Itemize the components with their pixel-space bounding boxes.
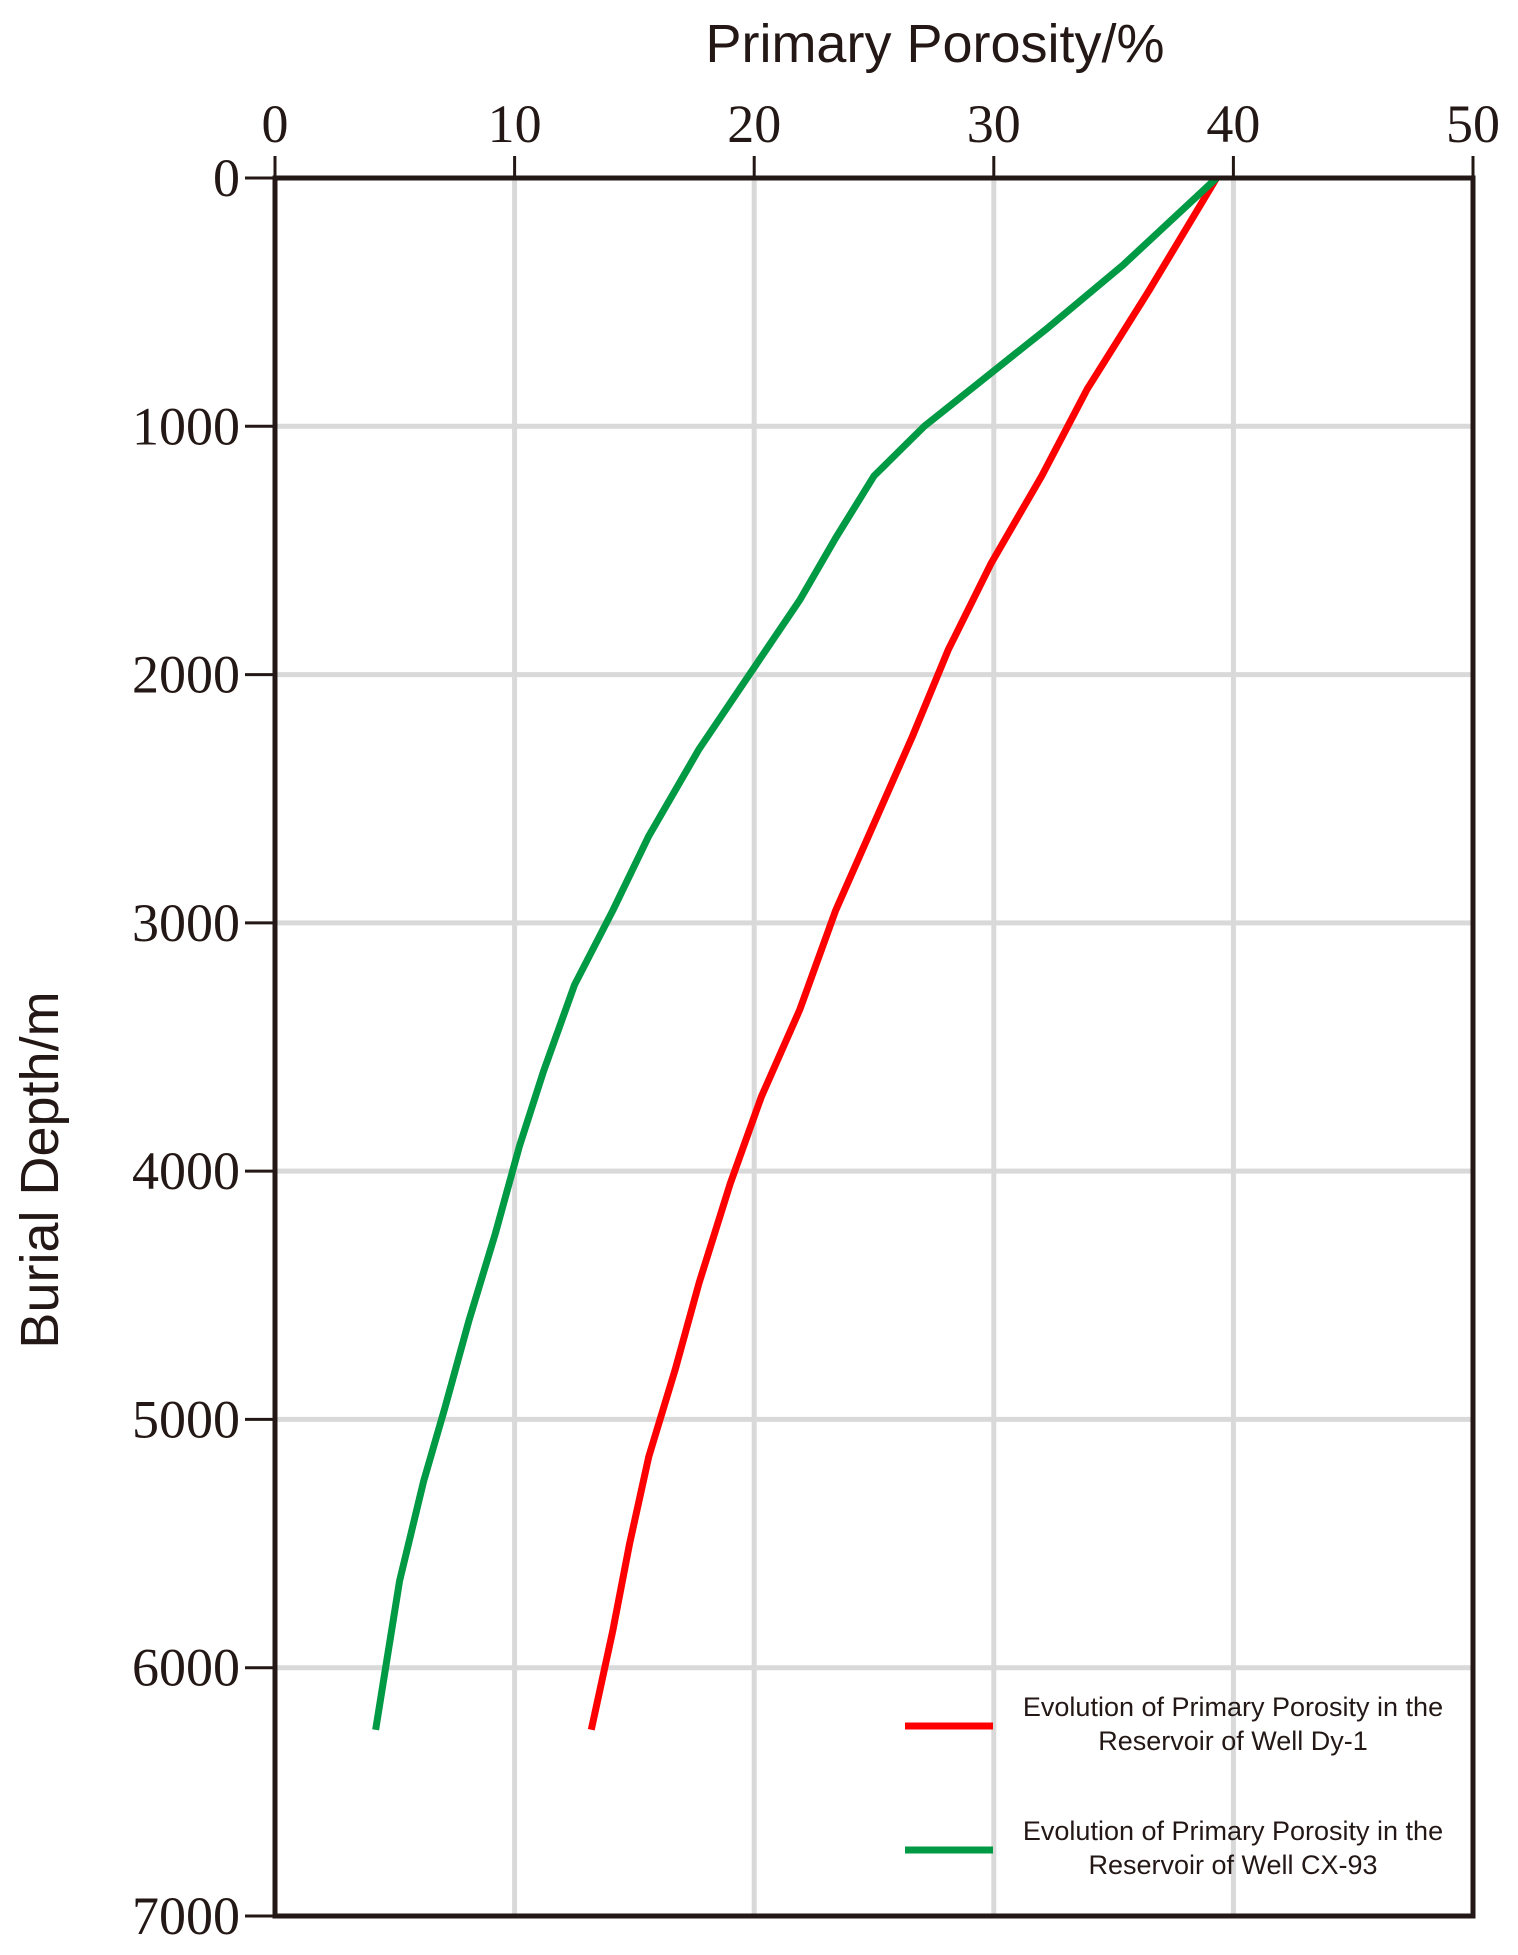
y-tick-label: 1000	[132, 396, 240, 456]
y-tick-label: 5000	[132, 1389, 240, 1449]
y-tick-label: 0	[213, 148, 240, 208]
y-tick-label: 4000	[132, 1141, 240, 1201]
x-tick-label: 0	[262, 94, 289, 154]
series-line	[372, 175, 1220, 1731]
y-tick-label: 3000	[132, 893, 240, 953]
legend-label: Evolution of Primary Porosity in the Res…	[1022, 1816, 1444, 1880]
y-axis-title: Burial Depth/m	[10, 991, 70, 1348]
x-tick-label: 40	[1206, 94, 1260, 154]
x-tick-label: 50	[1446, 94, 1500, 154]
x-tick-label: 10	[488, 94, 542, 154]
series-line	[587, 176, 1220, 1731]
x-axis-title: Primary Porosity/%	[705, 14, 1164, 74]
y-tick-label: 2000	[132, 645, 240, 705]
x-tick-label: 20	[727, 94, 781, 154]
y-tick-label: 6000	[132, 1638, 240, 1698]
legend-label: Evolution of Primary Porosity in the Res…	[1022, 1692, 1444, 1756]
x-tick-label: 30	[967, 94, 1021, 154]
plot-frame	[272, 175, 1476, 1919]
y-tick-label: 7000	[132, 1886, 240, 1946]
